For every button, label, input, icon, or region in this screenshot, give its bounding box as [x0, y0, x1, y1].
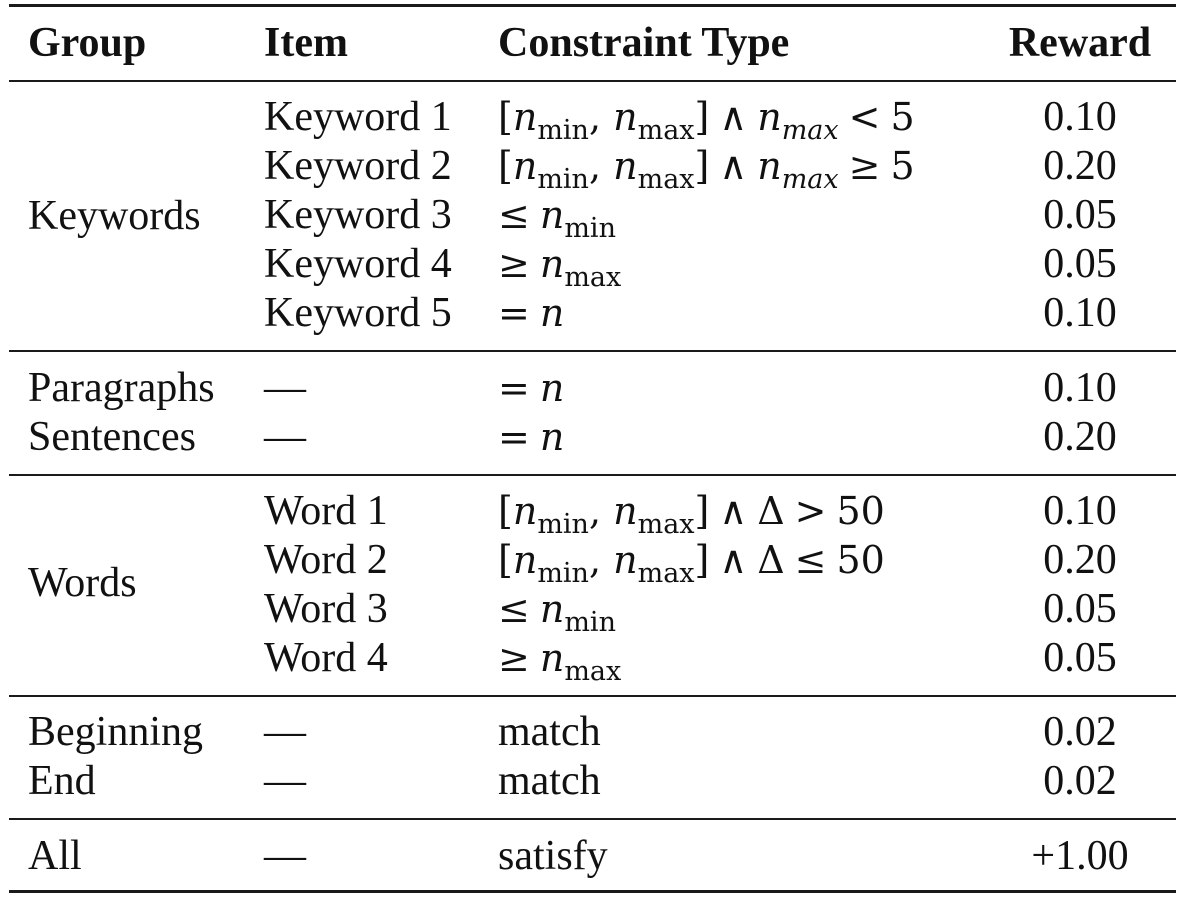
reward-value: 0.10 — [1043, 290, 1117, 336]
reward-value: +1.00 — [1031, 833, 1129, 879]
constraint-formula: = n — [498, 415, 565, 459]
item-label: Word 1 — [264, 488, 388, 534]
item-label: Keyword 4 — [264, 241, 452, 287]
top-rule — [9, 4, 1176, 7]
reward-value: 0.20 — [1043, 143, 1117, 189]
reward-value: 0.10 — [1043, 365, 1117, 411]
header-reward: Reward — [1008, 20, 1152, 66]
item-label: Keyword 5 — [264, 290, 452, 336]
constraint-text: match — [498, 758, 601, 804]
group-label: All — [28, 833, 82, 879]
reward-value: 0.05 — [1043, 241, 1117, 287]
group-label: Beginning — [28, 709, 203, 755]
constraint-formula: [nmin, nmax] ∧ Δ ≤50 — [498, 538, 885, 589]
constraint-formula: ≤ nmin — [498, 193, 616, 244]
header-group: Group — [28, 20, 147, 66]
bottom-rule — [9, 890, 1176, 893]
constraint-formula: = n — [498, 366, 565, 410]
reward-value: 0.05 — [1043, 635, 1117, 681]
reward-value: 0.20 — [1043, 537, 1117, 583]
item-label: Word 2 — [264, 537, 388, 583]
header-rule — [9, 80, 1176, 82]
group-label: Keywords — [28, 193, 201, 239]
constraint-text: match — [498, 709, 601, 755]
reward-value: 0.10 — [1043, 488, 1117, 534]
constraint-formula: [nmin, nmax] ∧ Δ >50 — [498, 489, 885, 540]
group-label: Paragraphs — [28, 365, 215, 411]
item-label: Keyword 2 — [264, 143, 452, 189]
item-dash: — — [264, 758, 306, 804]
header-constraint-type: Constraint Type — [498, 20, 790, 66]
section-rule — [9, 818, 1176, 820]
section-rule — [9, 695, 1176, 697]
section-rule — [9, 350, 1176, 352]
section-rule — [9, 474, 1176, 476]
constraint-formula: [nmin, nmax] ∧ nmax <5 — [498, 95, 915, 146]
constraint-formula: ≥ nmax — [498, 242, 622, 293]
constraint-formula: [nmin, nmax] ∧ nmax ≥5 — [498, 144, 915, 195]
item-label: Word 3 — [264, 586, 388, 632]
group-label: End — [28, 758, 96, 804]
reward-value: 0.05 — [1043, 192, 1117, 238]
group-label: Sentences — [28, 414, 196, 460]
constraint-formula: = n — [498, 291, 565, 335]
reward-value: 0.20 — [1043, 414, 1117, 460]
reward-value: 0.10 — [1043, 94, 1117, 140]
constraint-formula: ≥ nmax — [498, 636, 622, 687]
reward-value: 0.05 — [1043, 586, 1117, 632]
item-dash: — — [264, 833, 306, 879]
reward-value: 0.02 — [1043, 709, 1117, 755]
item-dash: — — [264, 709, 306, 755]
item-label: Word 4 — [264, 635, 388, 681]
item-dash: — — [264, 365, 306, 411]
item-dash: — — [264, 414, 306, 460]
reward-value: 0.02 — [1043, 758, 1117, 804]
constraint-formula: ≤ nmin — [498, 587, 616, 638]
constraint-text: satisfy — [498, 833, 608, 879]
item-label: Keyword 3 — [264, 192, 452, 238]
header-item: Item — [264, 20, 348, 66]
item-label: Keyword 1 — [264, 94, 452, 140]
group-label: Words — [28, 560, 137, 606]
